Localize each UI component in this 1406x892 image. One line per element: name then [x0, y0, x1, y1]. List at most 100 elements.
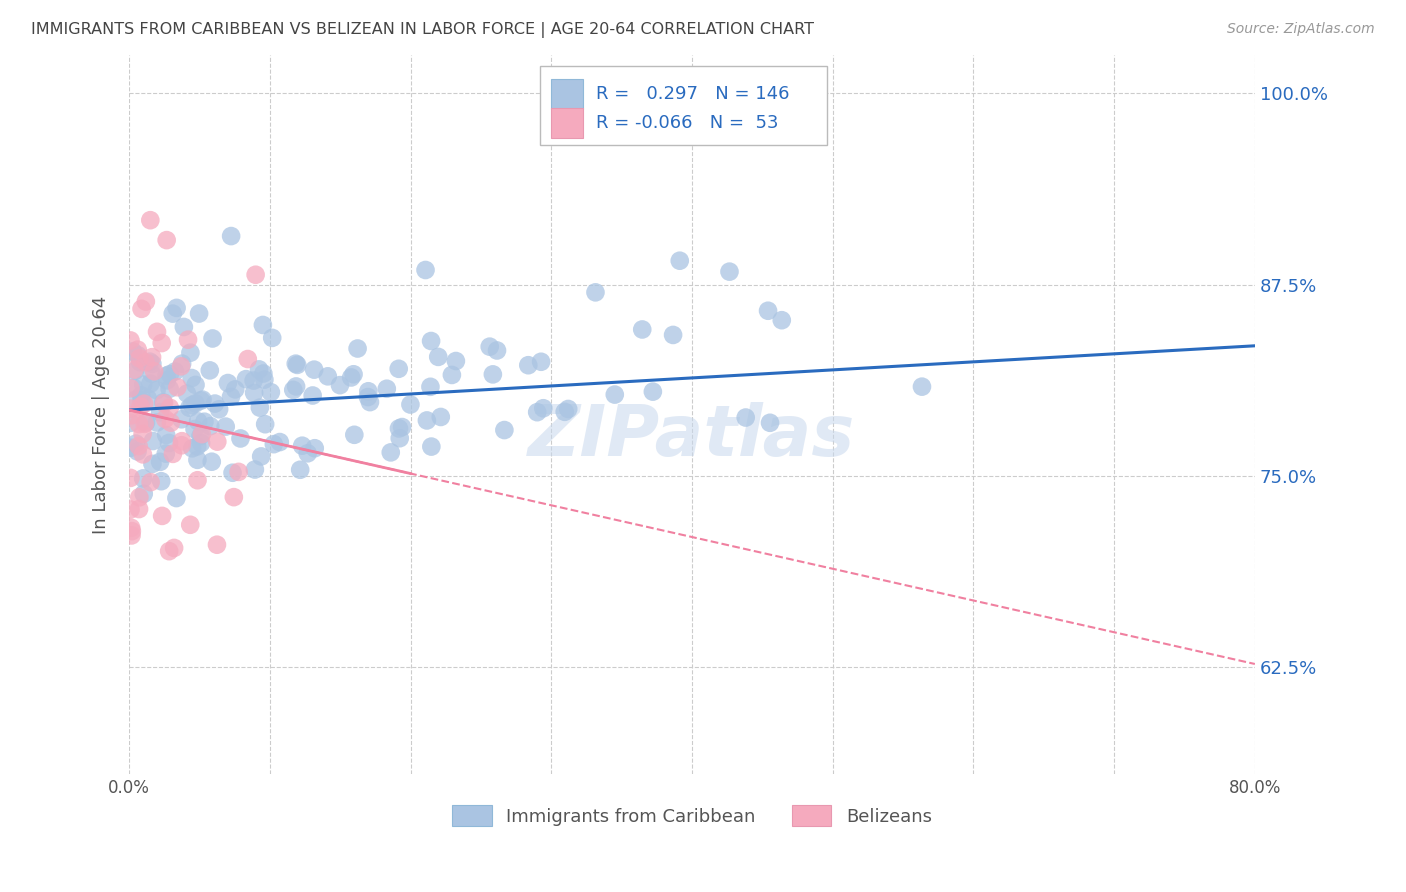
Point [176, 386, 198, 401]
Point [131, 426, 153, 441]
Point [531, 401, 554, 416]
Point [201, 455, 224, 469]
Point [120, 416, 142, 430]
Point [152, 395, 174, 409]
Point [157, 544, 180, 558]
Point [179, 345, 201, 359]
Y-axis label: In Labor Force | Age 20-64: In Labor Force | Age 20-64 [93, 295, 110, 533]
Point [235, 372, 257, 386]
Point [399, 398, 422, 412]
Point [190, 429, 212, 443]
Point [242, 374, 264, 388]
Point [121, 528, 143, 542]
Point [485, 343, 508, 358]
Point [128, 351, 150, 366]
Point [243, 462, 266, 476]
Point [391, 420, 413, 434]
Point [478, 340, 501, 354]
Point [204, 396, 226, 410]
Point [249, 401, 271, 415]
Point [139, 376, 162, 391]
Point [191, 427, 214, 442]
Point [134, 355, 156, 369]
Point [120, 334, 142, 348]
Point [252, 367, 274, 381]
Point [153, 396, 176, 410]
Point [131, 393, 153, 408]
Point [156, 233, 179, 247]
Point [120, 401, 142, 416]
Point [554, 405, 576, 419]
Point [187, 414, 209, 428]
Point [641, 384, 664, 399]
Point [155, 368, 177, 383]
Point [357, 390, 380, 404]
Point [132, 487, 155, 501]
Point [190, 436, 212, 450]
Point [254, 417, 277, 432]
Point [166, 301, 188, 315]
Point [150, 474, 173, 488]
Point [482, 368, 505, 382]
Point [125, 436, 148, 450]
Point [415, 263, 437, 277]
Point [157, 436, 180, 450]
Point [388, 431, 411, 445]
Point [129, 400, 152, 414]
Point [375, 382, 398, 396]
Point [526, 405, 548, 419]
Point [156, 373, 179, 387]
Legend: Immigrants from Caribbean, Belizeans: Immigrants from Caribbean, Belizeans [453, 805, 932, 826]
Point [135, 416, 157, 430]
Point [141, 350, 163, 364]
Point [770, 313, 793, 327]
Point [262, 331, 284, 345]
Point [207, 434, 229, 449]
Point [150, 336, 173, 351]
Point [494, 423, 516, 437]
Point [127, 343, 149, 357]
Point [146, 416, 169, 430]
Point [162, 307, 184, 321]
Point [150, 508, 173, 523]
Point [198, 363, 221, 377]
Point [141, 357, 163, 371]
Point [155, 428, 177, 442]
Point [359, 395, 381, 409]
Point [291, 439, 314, 453]
Point [132, 397, 155, 411]
Point [139, 475, 162, 490]
Point [530, 355, 553, 369]
Point [208, 402, 231, 417]
Point [149, 455, 172, 469]
Point [603, 387, 626, 401]
Point [229, 432, 252, 446]
Point [128, 439, 150, 453]
Point [416, 413, 439, 427]
Point [283, 383, 305, 397]
Point [388, 361, 411, 376]
Point [243, 385, 266, 400]
Point [911, 379, 934, 393]
Point [128, 417, 150, 431]
Point [165, 491, 187, 505]
Point [718, 265, 741, 279]
Point [517, 358, 540, 372]
Point [193, 415, 215, 429]
Point [121, 524, 143, 538]
Point [128, 502, 150, 516]
Point [163, 541, 186, 555]
Point [557, 401, 579, 416]
Point [181, 442, 204, 456]
Point [183, 422, 205, 436]
Point [224, 383, 246, 397]
Point [128, 491, 150, 505]
Point [253, 373, 276, 387]
Bar [540, 66, 827, 145]
Point [285, 358, 308, 372]
Point [120, 409, 142, 423]
Point [380, 445, 402, 459]
Point [146, 325, 169, 339]
Point [134, 417, 156, 431]
Point [124, 392, 146, 407]
